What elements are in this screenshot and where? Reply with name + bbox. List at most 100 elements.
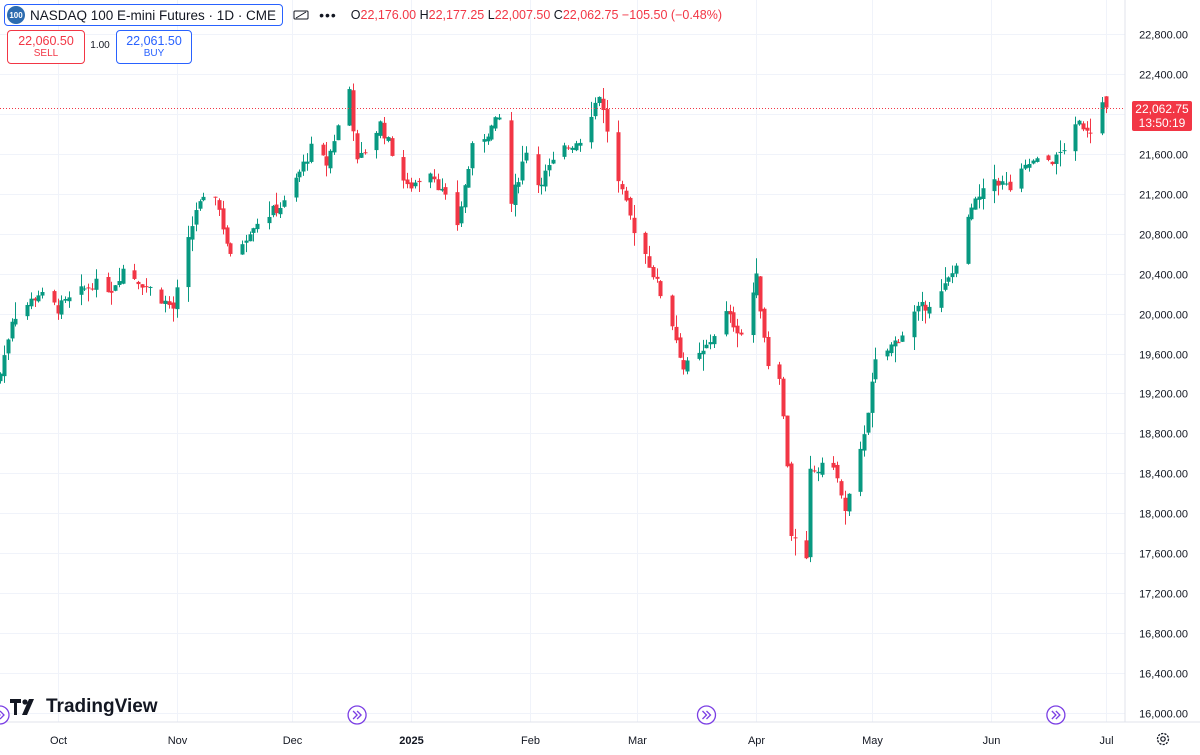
candle	[355, 129, 360, 164]
symbol-title: NASDAQ 100 E-mini Futures · 1D · CME	[30, 7, 277, 23]
event-marker-icon[interactable]	[1046, 705, 1066, 725]
candle-body	[516, 182, 521, 187]
candle	[685, 357, 690, 375]
candle	[25, 302, 30, 320]
candle	[497, 113, 502, 121]
candle	[816, 467, 821, 482]
candle-body	[981, 188, 986, 199]
candle	[658, 280, 663, 299]
tradingview-logo[interactable]: TradingView	[10, 696, 158, 718]
time-tick-label: Feb	[521, 735, 540, 747]
candle	[996, 177, 1001, 196]
candle-body	[355, 133, 360, 160]
candle-body	[109, 290, 114, 293]
last-price-label: 22,062.75 13:50:19	[1132, 101, 1192, 131]
candle	[432, 169, 437, 183]
candle-body	[29, 298, 34, 307]
candle-body	[547, 165, 552, 171]
candle	[509, 111, 514, 213]
candle	[405, 172, 410, 189]
time-tick-label: Jul	[1099, 735, 1113, 747]
candle	[305, 153, 310, 171]
candle-body	[977, 196, 982, 200]
candle-body	[217, 200, 222, 210]
time-tick-label: May	[862, 735, 883, 747]
eye-icon[interactable]	[293, 10, 309, 20]
event-marker-arrows	[1051, 710, 1061, 720]
candle	[228, 242, 233, 257]
candle	[463, 184, 468, 214]
candle	[1035, 156, 1040, 163]
candle-body	[40, 292, 45, 296]
candle	[248, 231, 253, 242]
candle	[632, 205, 637, 246]
candle	[927, 302, 932, 319]
candle	[647, 245, 652, 268]
candle-body	[443, 187, 448, 195]
candle	[758, 276, 763, 319]
symbol-selector[interactable]: 100 NASDAQ 100 E-mini Futures · 1D · CME	[4, 4, 284, 26]
candle	[359, 142, 364, 159]
candle	[966, 214, 971, 265]
candle-body	[497, 117, 502, 120]
buy-price: 22,061.50	[126, 34, 182, 48]
sell-button[interactable]: 22,060.50 SELL	[7, 30, 85, 64]
candle-body	[712, 336, 717, 345]
candle-body	[271, 205, 276, 216]
candle-body	[167, 301, 172, 305]
ohlc-values: O22,176.00 H22,177.25 L22,007.50 C22,062…	[351, 8, 722, 22]
candle-body	[701, 350, 706, 355]
candle-body	[455, 192, 460, 226]
candle-body	[378, 121, 383, 136]
candle-body	[470, 143, 475, 169]
candle-body	[816, 471, 821, 474]
candle	[321, 142, 326, 156]
candle	[244, 234, 249, 253]
candle-body	[25, 304, 30, 317]
candle	[981, 178, 986, 210]
price-tick-label: 16,400.00	[1139, 669, 1188, 681]
candle-body	[198, 201, 203, 209]
candle	[440, 178, 445, 192]
candle	[831, 456, 836, 471]
candle	[163, 295, 168, 313]
candle-body	[678, 337, 683, 358]
event-marker-icon[interactable]	[696, 705, 717, 725]
candle	[728, 304, 733, 323]
candle	[593, 97, 598, 120]
candle-body	[1046, 155, 1051, 160]
chart-legend: 100 NASDAQ 100 E-mini Futures · 1D · CME…	[4, 4, 722, 26]
candle	[409, 177, 414, 192]
candle-body	[136, 281, 141, 285]
candle-body	[401, 157, 406, 181]
buy-button[interactable]: 22,061.50 BUY	[116, 30, 192, 64]
candle	[766, 331, 771, 370]
price-tick-label: 20,000.00	[1139, 310, 1188, 322]
candle-body	[82, 288, 87, 290]
candle	[912, 305, 917, 350]
event-marker-icon[interactable]	[0, 705, 10, 725]
candle	[739, 329, 744, 336]
time-axis: Oct Nov Dec 2025 Feb Mar Apr May Jun Jul	[50, 735, 1114, 747]
candle-body	[117, 281, 122, 285]
candle	[620, 180, 625, 195]
candle	[793, 528, 798, 556]
candle	[843, 490, 848, 525]
candle	[167, 296, 172, 309]
candle	[1085, 121, 1090, 138]
candle	[697, 342, 702, 361]
candle	[946, 276, 951, 286]
more-options-icon[interactable]: •••	[319, 7, 337, 23]
candle-body	[920, 301, 925, 307]
event-marker-icon[interactable]	[347, 705, 367, 725]
candle	[198, 199, 203, 211]
settings-gear-icon[interactable]	[1155, 731, 1171, 747]
candle	[455, 180, 460, 231]
candle-body	[866, 412, 871, 433]
candle	[1088, 118, 1093, 144]
candle-body	[858, 448, 863, 492]
candle-body	[1004, 183, 1009, 185]
candle-body	[144, 286, 149, 288]
candle-body	[862, 434, 867, 451]
